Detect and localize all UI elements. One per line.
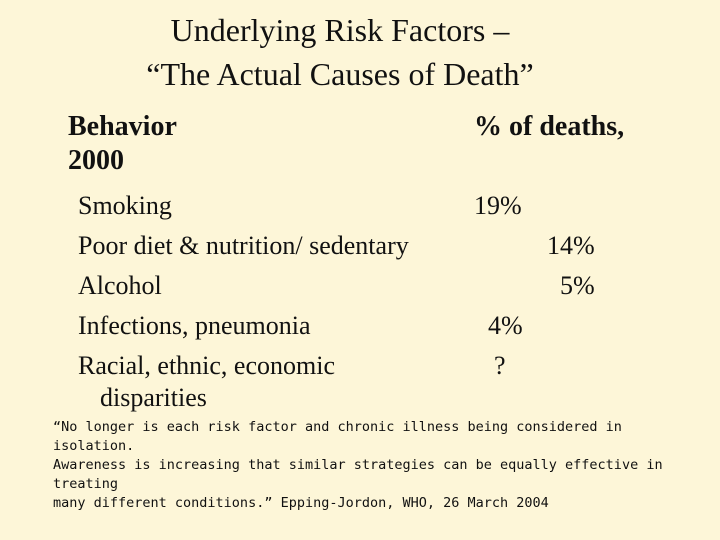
row-label-poor-diet: Poor diet & nutrition/ sedentary	[78, 231, 409, 260]
row-value-disparities: ?	[494, 351, 506, 380]
row-value-smoking: 19%	[474, 191, 522, 220]
slide-title: Underlying Risk Factors – “The Actual Ca…	[60, 8, 620, 96]
behavior-header-line-1: Behavior	[68, 111, 177, 142]
row-value-poor-diet: 14%	[547, 231, 595, 260]
percent-header: % of deaths,	[474, 111, 625, 142]
quote-text: “No longer is each risk factor and chron…	[53, 419, 663, 511]
row-label-disparities-line-2: disparities	[100, 383, 207, 412]
row-value-infections: 4%	[488, 311, 523, 340]
row-label-disparities-line-1: Racial, ethnic, economic	[78, 351, 336, 380]
row-label-smoking: Smoking	[78, 191, 172, 220]
row-value-alcohol: 5%	[560, 271, 595, 300]
row-label-infections: Infections, pneumonia	[78, 311, 311, 340]
title-line-1: Underlying Risk Factors –	[170, 12, 510, 48]
row-label-disparities: Racial, ethnic, economic disparities	[78, 350, 335, 414]
behavior-header-line-2: 2000	[68, 145, 124, 176]
behavior-header: Behavior 2000	[68, 110, 177, 178]
row-label-alcohol: Alcohol	[78, 271, 162, 300]
title-line-2: “The Actual Causes of Death”	[146, 56, 534, 92]
